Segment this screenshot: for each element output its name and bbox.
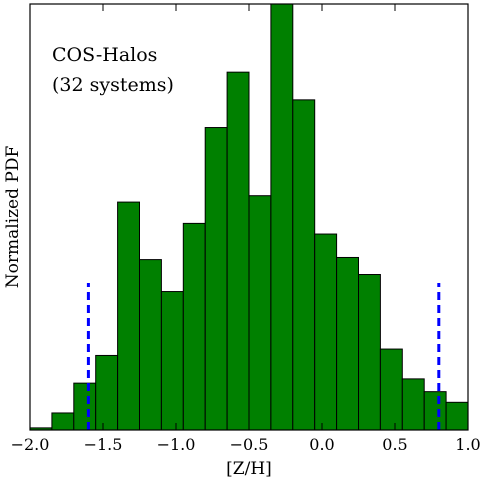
histogram-bar [117, 201, 140, 431]
annotation-title: COS-Halos [52, 44, 157, 66]
histogram-bar [226, 71, 250, 431]
x-tick-label: −1.5 [84, 435, 123, 454]
x-ticks [29, 4, 469, 430]
histogram-bar [379, 348, 403, 431]
histogram-bar [95, 354, 119, 431]
histogram-bar [292, 99, 316, 431]
histogram-bar [358, 274, 381, 431]
x-tick-label: 0.5 [382, 435, 407, 454]
reference-lines [86, 283, 441, 430]
x-tick-labels: −2.0 −1.5 −1.0 −0.5 0.0 0.5 1.0 [11, 435, 481, 454]
histogram-bars [29, 3, 469, 431]
y-axis-label: Normalized PDF [3, 146, 23, 289]
histogram-bar [51, 412, 75, 431]
histogram-bar [73, 382, 97, 431]
histogram-bar [160, 291, 184, 431]
histogram-bar [445, 401, 469, 431]
histogram-bar [204, 127, 228, 431]
x-tick-label: −0.5 [230, 435, 269, 454]
histogram-bar [401, 378, 425, 431]
x-tick-label: 1.0 [455, 435, 480, 454]
x-tick-label: 0.0 [309, 435, 334, 454]
histogram-bar [139, 259, 162, 431]
histogram-bar [336, 256, 360, 431]
histogram-bar [248, 195, 272, 431]
histogram-bar [182, 222, 206, 431]
annotation-subtitle: (32 systems) [52, 74, 174, 96]
x-tick-label: −2.0 [11, 435, 50, 454]
histogram-bar [423, 391, 447, 431]
histogram-bar [314, 233, 338, 431]
x-tick-label: −1.0 [157, 435, 196, 454]
histogram-bar [270, 3, 294, 431]
x-axis-label: [Z/H] [226, 459, 272, 479]
